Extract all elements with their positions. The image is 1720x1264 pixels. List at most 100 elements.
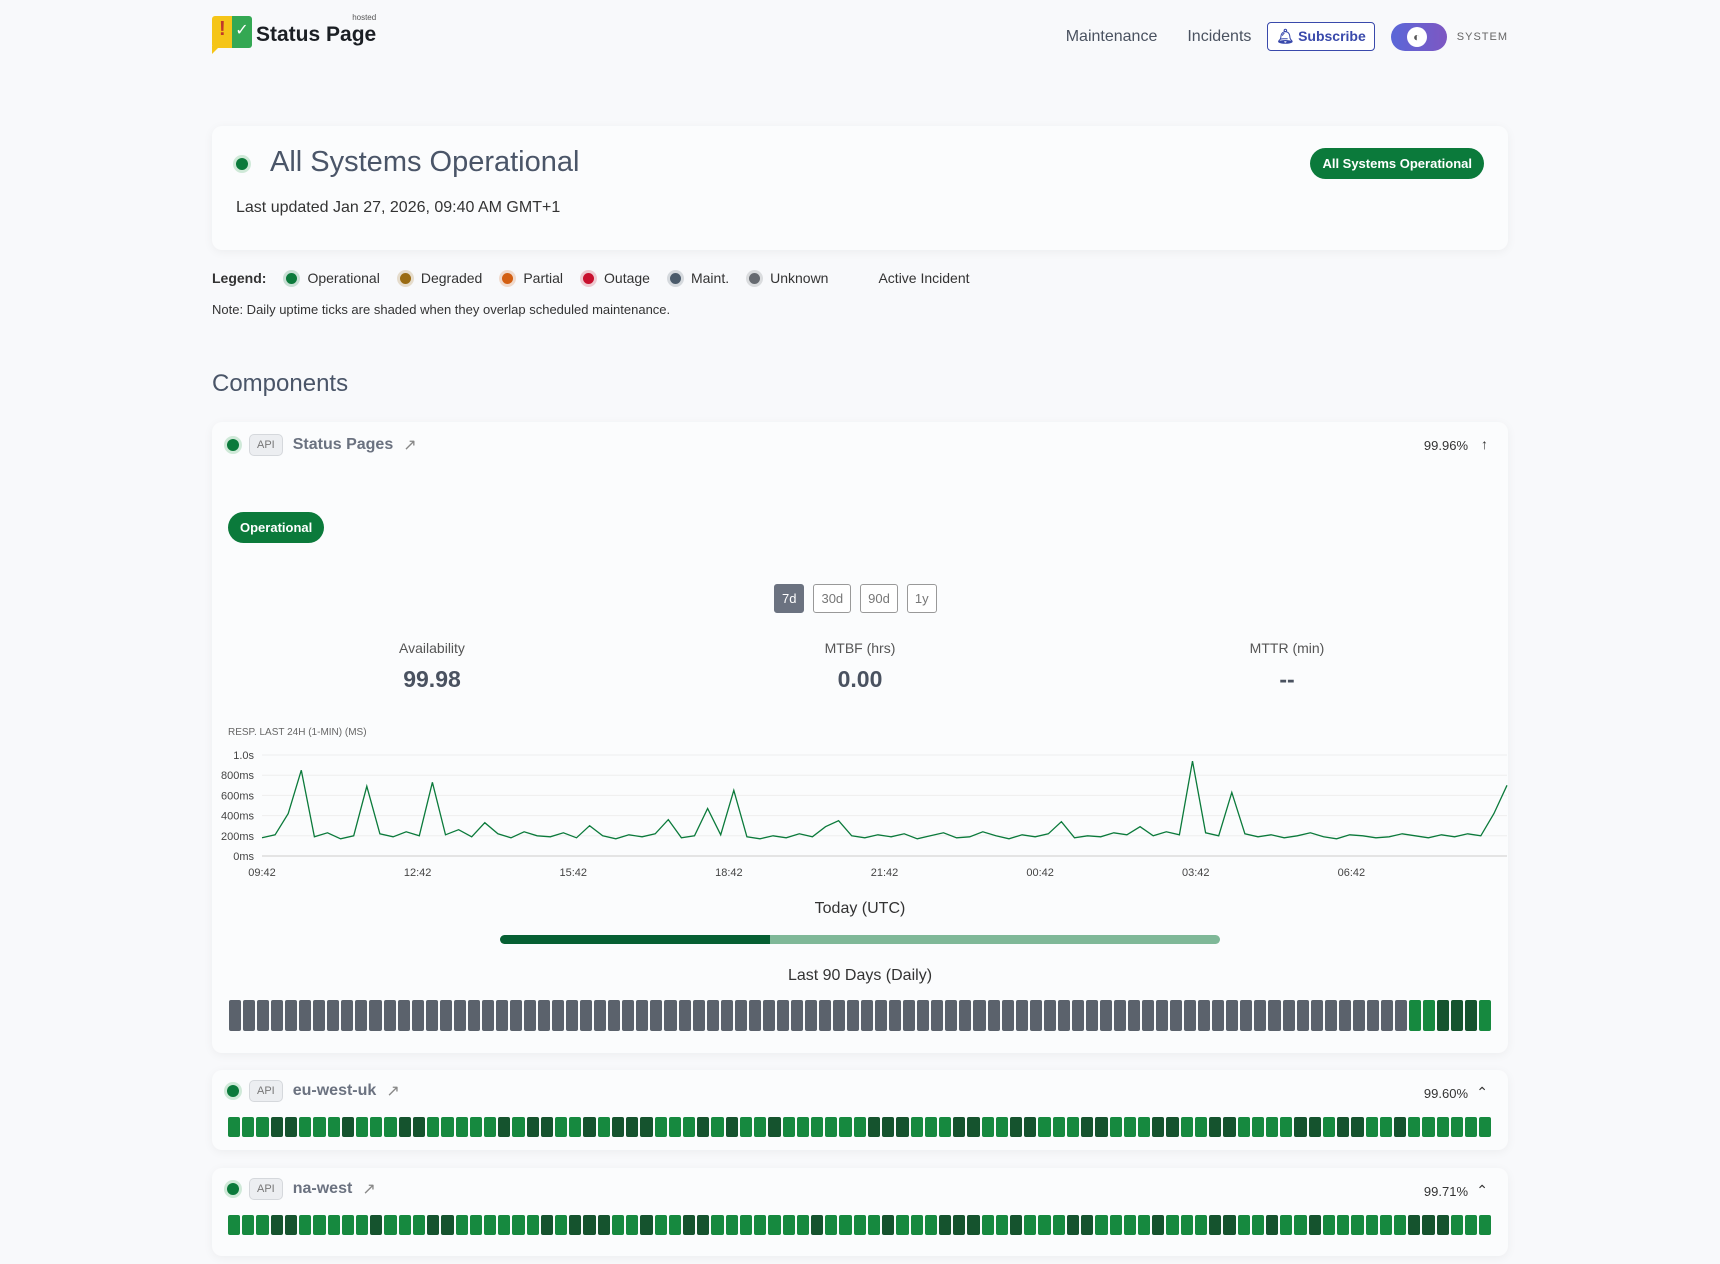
day-bar[interactable]: [1071, 1000, 1084, 1031]
day-bar[interactable]: [1379, 1215, 1392, 1235]
day-bar[interactable]: [270, 1117, 283, 1137]
day-bar[interactable]: [711, 1117, 724, 1137]
day-bar[interactable]: [678, 1000, 691, 1031]
day-bar[interactable]: [552, 1000, 565, 1031]
theme-toggle[interactable]: ◐: [1390, 22, 1447, 51]
day-bar[interactable]: [1166, 1215, 1179, 1235]
day-bar[interactable]: [1337, 1215, 1350, 1235]
day-bar[interactable]: [313, 1000, 326, 1031]
component-name[interactable]: na-west: [292, 1180, 353, 1197]
day-bar[interactable]: [1109, 1215, 1122, 1235]
day-bar[interactable]: [355, 1117, 369, 1137]
day-bar[interactable]: [1393, 1215, 1407, 1235]
day-bar[interactable]: [540, 1117, 554, 1137]
day-bar[interactable]: [692, 1000, 705, 1031]
day-bar[interactable]: [1095, 1215, 1108, 1235]
day-bar[interactable]: [1237, 1117, 1250, 1137]
day-bar[interactable]: [720, 1000, 733, 1031]
day-bar[interactable]: [782, 1215, 795, 1235]
day-bar[interactable]: [1024, 1215, 1037, 1235]
range-90d[interactable]: 90d: [860, 584, 898, 613]
day-bar[interactable]: [1338, 1000, 1351, 1031]
day-bar[interactable]: [981, 1215, 994, 1235]
day-bar[interactable]: [1194, 1215, 1208, 1235]
day-bar[interactable]: [538, 1000, 551, 1031]
day-bar[interactable]: [706, 1000, 719, 1031]
day-bar[interactable]: [762, 1000, 775, 1031]
day-bar[interactable]: [1322, 1215, 1336, 1235]
day-bar[interactable]: [995, 1117, 1009, 1137]
day-bar[interactable]: [1254, 1000, 1267, 1031]
day-bar[interactable]: [924, 1117, 937, 1137]
day-bar[interactable]: [995, 1215, 1009, 1235]
day-bar[interactable]: [355, 1000, 368, 1031]
day-bar[interactable]: [973, 1000, 986, 1031]
day-bar[interactable]: [1223, 1215, 1236, 1235]
collapse-arrow-icon[interactable]: ↑: [1481, 436, 1488, 452]
day-bar[interactable]: [469, 1117, 482, 1137]
day-bar[interactable]: [467, 1000, 480, 1031]
day-bar[interactable]: [967, 1215, 980, 1235]
day-bar[interactable]: [1479, 1000, 1492, 1031]
day-bar[interactable]: [768, 1215, 781, 1235]
day-bar[interactable]: [313, 1117, 326, 1137]
day-bar[interactable]: [327, 1000, 340, 1031]
day-bar[interactable]: [299, 1000, 312, 1031]
day-bar[interactable]: [1451, 1000, 1464, 1031]
day-bar[interactable]: [398, 1117, 411, 1137]
day-bar[interactable]: [1251, 1117, 1264, 1137]
day-bar[interactable]: [569, 1215, 582, 1235]
day-bar[interactable]: [1322, 1117, 1336, 1137]
day-bar[interactable]: [896, 1117, 909, 1137]
day-bar[interactable]: [1265, 1215, 1279, 1235]
day-bar[interactable]: [839, 1117, 852, 1137]
day-bar[interactable]: [455, 1215, 468, 1235]
day-bar[interactable]: [896, 1215, 909, 1235]
day-bar[interactable]: [242, 1117, 255, 1137]
range-30d[interactable]: 30d: [813, 584, 852, 613]
day-bar[interactable]: [1138, 1117, 1151, 1137]
day-bar[interactable]: [1095, 1117, 1108, 1137]
day-bar[interactable]: [1029, 1000, 1042, 1031]
day-bar[interactable]: [825, 1215, 838, 1235]
day-bar[interactable]: [818, 1000, 832, 1031]
day-bar[interactable]: [1422, 1117, 1435, 1137]
day-bar[interactable]: [640, 1117, 653, 1137]
day-bar[interactable]: [1138, 1215, 1151, 1235]
day-bar[interactable]: [810, 1117, 824, 1137]
day-bar[interactable]: [1038, 1117, 1051, 1137]
day-bar[interactable]: [725, 1215, 738, 1235]
day-bar[interactable]: [341, 1117, 354, 1137]
day-bar[interactable]: [1437, 1000, 1450, 1031]
day-bar[interactable]: [1052, 1215, 1065, 1235]
day-bar[interactable]: [1294, 1117, 1307, 1137]
day-bar[interactable]: [441, 1215, 454, 1235]
day-bar[interactable]: [540, 1215, 554, 1235]
day-bar[interactable]: [668, 1215, 681, 1235]
day-bar[interactable]: [697, 1117, 710, 1137]
day-bar[interactable]: [469, 1215, 482, 1235]
day-bar[interactable]: [1240, 1000, 1253, 1031]
day-bar[interactable]: [1024, 1117, 1037, 1137]
day-bar[interactable]: [284, 1215, 298, 1235]
day-bar[interactable]: [327, 1117, 340, 1137]
day-bar[interactable]: [1450, 1117, 1464, 1137]
external-link-icon[interactable]: ↗: [403, 437, 417, 454]
day-bar[interactable]: [790, 1000, 803, 1031]
day-bar[interactable]: [1223, 1117, 1236, 1137]
day-bar[interactable]: [945, 1000, 958, 1031]
component-name[interactable]: eu-west-uk: [292, 1082, 377, 1099]
day-bar[interactable]: [1142, 1000, 1155, 1031]
day-bar[interactable]: [412, 1215, 426, 1235]
day-bar[interactable]: [453, 1000, 466, 1031]
day-bar[interactable]: [796, 1117, 809, 1137]
day-bar[interactable]: [1226, 1000, 1239, 1031]
day-bar[interactable]: [512, 1117, 525, 1137]
day-bar[interactable]: [1209, 1215, 1222, 1235]
day-bar[interactable]: [1436, 1117, 1449, 1137]
day-bar[interactable]: [1394, 1000, 1407, 1031]
day-bar[interactable]: [959, 1000, 972, 1031]
day-bar[interactable]: [1351, 1215, 1364, 1235]
day-bar[interactable]: [1123, 1117, 1136, 1137]
day-bar[interactable]: [640, 1215, 653, 1235]
